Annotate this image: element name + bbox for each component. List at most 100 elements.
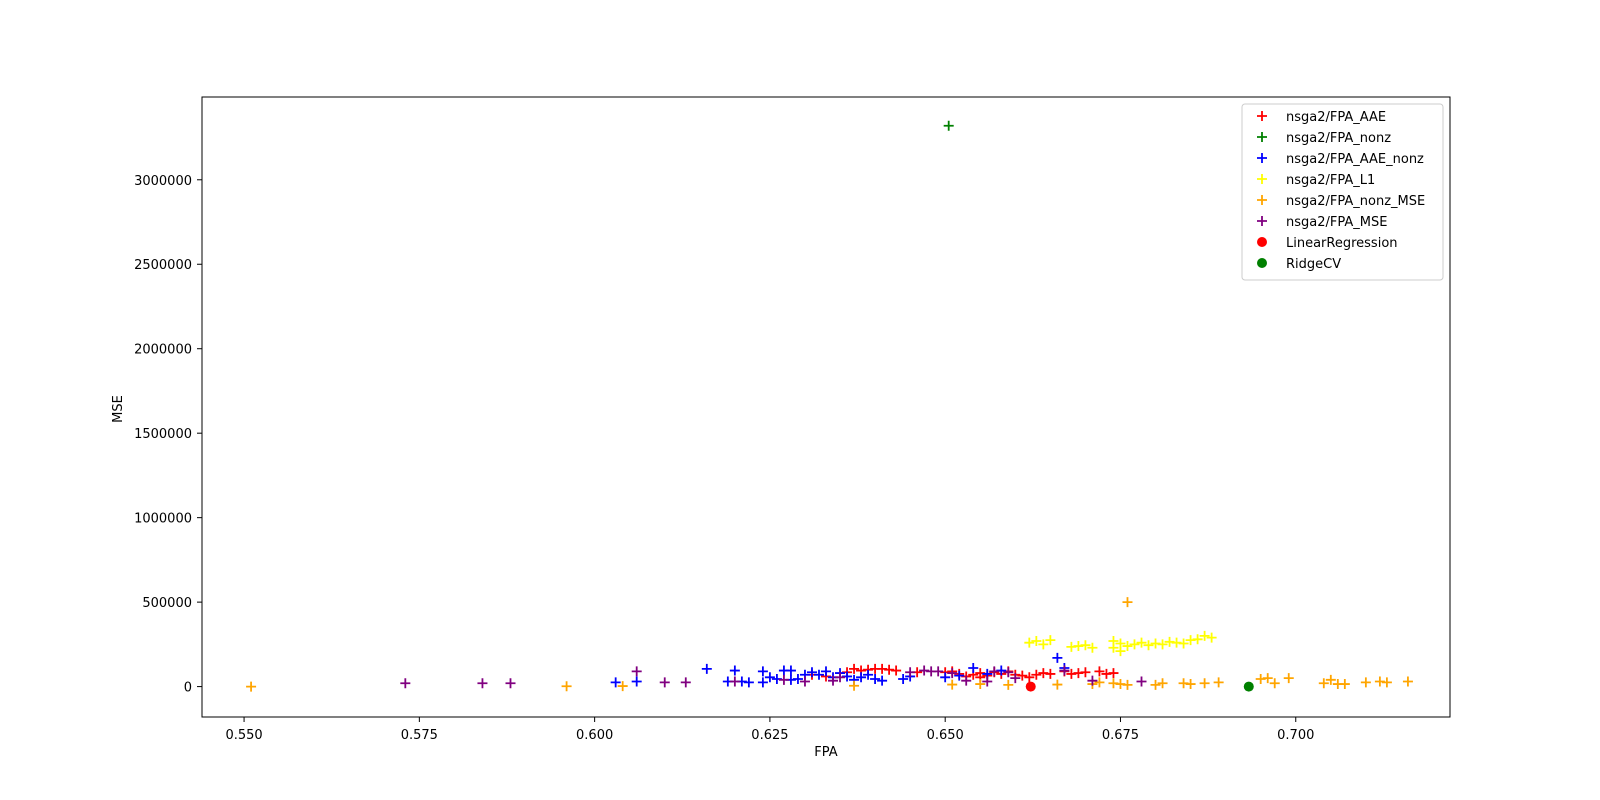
data-point bbox=[764, 672, 775, 683]
legend-marker bbox=[1257, 195, 1267, 205]
legend-label: nsga2/FPA_nonz_MSE bbox=[1286, 194, 1425, 209]
data-point bbox=[631, 666, 642, 677]
data-point bbox=[1136, 637, 1147, 648]
data-point bbox=[1199, 630, 1210, 641]
data-point bbox=[863, 669, 874, 680]
data-point bbox=[961, 675, 972, 686]
data-point bbox=[1045, 668, 1056, 679]
data-point bbox=[1402, 676, 1413, 687]
y-tick-label: 3000000 bbox=[134, 174, 192, 189]
data-point bbox=[1136, 676, 1147, 687]
data-point bbox=[1178, 638, 1189, 649]
data-point bbox=[940, 672, 951, 683]
series-nsga2-fpa-nonz-mse bbox=[246, 597, 1413, 692]
legend-marker bbox=[1257, 258, 1267, 268]
data-point bbox=[1318, 678, 1329, 689]
legend-item: nsga2/FPA_AAE bbox=[1257, 110, 1386, 125]
data-point bbox=[1031, 635, 1042, 646]
legend-label: LinearRegression bbox=[1286, 236, 1398, 251]
data-point bbox=[1283, 673, 1294, 684]
legend-box bbox=[1241, 103, 1444, 281]
legend-marker bbox=[1257, 237, 1267, 247]
x-tick-label: 0.700 bbox=[1277, 728, 1314, 743]
data-point bbox=[1157, 639, 1168, 650]
plot-area bbox=[246, 120, 1413, 692]
data-point bbox=[1122, 597, 1133, 608]
data-point bbox=[757, 666, 768, 677]
data-point bbox=[743, 677, 754, 688]
legend: nsga2/FPA_AAE nsga2/FPA_nonz nsga2/FPA_AAE… bbox=[1241, 103, 1444, 281]
data-point bbox=[1339, 679, 1350, 690]
data-point bbox=[1143, 640, 1154, 651]
data-point bbox=[561, 681, 572, 692]
data-point bbox=[1010, 673, 1021, 684]
x-tick-label: 0.650 bbox=[927, 728, 964, 743]
data-point bbox=[975, 679, 986, 690]
data-point bbox=[1108, 642, 1119, 653]
legend-marker bbox=[1257, 153, 1267, 163]
data-point bbox=[968, 663, 979, 674]
y-tick-label: 500000 bbox=[142, 596, 192, 611]
y-tick-label: 0 bbox=[184, 681, 192, 696]
data-point bbox=[821, 666, 831, 677]
data-point bbox=[1185, 679, 1196, 690]
plot-frame bbox=[201, 96, 1451, 718]
y-tick-label: 1000000 bbox=[134, 512, 192, 527]
data-point bbox=[1045, 635, 1056, 646]
y-tick-label: 2000000 bbox=[134, 343, 192, 358]
data-point bbox=[1094, 666, 1105, 677]
data-point bbox=[1129, 639, 1140, 650]
data-point bbox=[757, 677, 768, 688]
data-point bbox=[835, 672, 846, 683]
legend-label: nsga2/FPA_MSE bbox=[1286, 215, 1387, 230]
data-point bbox=[785, 665, 796, 676]
data-point bbox=[1087, 675, 1098, 686]
data-point bbox=[1206, 632, 1217, 643]
data-point bbox=[1059, 665, 1070, 676]
data-point bbox=[1052, 679, 1063, 690]
legend-item: nsga2/FPA_nonz_MSE bbox=[1257, 194, 1425, 209]
data-point bbox=[610, 677, 621, 688]
legend-marker bbox=[1257, 174, 1267, 184]
data-point bbox=[1017, 670, 1028, 681]
data-point bbox=[806, 667, 817, 678]
data-point bbox=[1024, 637, 1035, 648]
data-point bbox=[947, 679, 958, 690]
series-ridgecv bbox=[1243, 681, 1254, 692]
legend-item: nsga2/FPA_L1 bbox=[1257, 173, 1375, 188]
y-tick-label: 2500000 bbox=[134, 258, 192, 273]
data-point bbox=[877, 675, 888, 686]
legend-label: nsga2/FPA_AAE bbox=[1286, 110, 1386, 125]
x-tick-label: 0.575 bbox=[401, 728, 438, 743]
data-point bbox=[982, 676, 993, 687]
legend-label: nsga2/FPA_AAE_nonz bbox=[1286, 152, 1424, 167]
data-point bbox=[849, 663, 860, 674]
data-point bbox=[1094, 677, 1105, 688]
data-point bbox=[1025, 681, 1036, 692]
data-point bbox=[1031, 669, 1042, 680]
data-point bbox=[933, 666, 944, 677]
legend-item: nsga2/FPA_nonz bbox=[1257, 131, 1391, 146]
series-nsga2-fpa-l1 bbox=[1024, 630, 1217, 657]
data-point bbox=[1157, 678, 1168, 689]
x-tick-label: 0.600 bbox=[576, 728, 613, 743]
data-point bbox=[505, 678, 516, 689]
data-point bbox=[1038, 639, 1049, 650]
data-point bbox=[1108, 668, 1119, 679]
legend-item: nsga2/FPA_MSE bbox=[1257, 215, 1387, 230]
legend-marker bbox=[1257, 216, 1267, 226]
data-point bbox=[778, 674, 789, 685]
series-nsga2-fpa-nonz bbox=[943, 120, 954, 131]
data-point bbox=[1080, 667, 1091, 678]
data-point bbox=[849, 680, 860, 691]
x-tick-label: 0.625 bbox=[751, 728, 788, 743]
legend-label: nsga2/FPA_L1 bbox=[1286, 173, 1375, 188]
data-point bbox=[729, 676, 740, 687]
legend-marker bbox=[1257, 132, 1267, 142]
data-point bbox=[1003, 667, 1014, 678]
data-point bbox=[1003, 679, 1014, 690]
data-point bbox=[1381, 677, 1392, 688]
data-point bbox=[1122, 641, 1133, 652]
legend-label: RidgeCV bbox=[1286, 257, 1341, 272]
